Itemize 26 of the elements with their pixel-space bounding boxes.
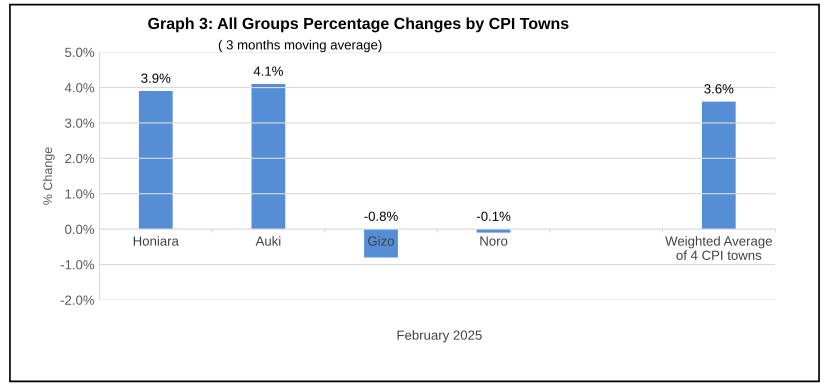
data-label: -0.1% [476,212,510,221]
x-tick-label: Weighted Average of 4 CPI towns [665,236,772,260]
x-tick-label: Noro [480,236,508,246]
chart-subtitle: ( 3 months moving average) [218,40,382,52]
x-tick-label: Gizo [368,236,394,246]
data-label: 3.9% [141,74,170,83]
x-axis-title: February 2025 [398,330,482,342]
y-axis-title: % Change [42,147,55,205]
chart-title: Graph 3: All Groups Percentage Changes by CPI Towns [148,17,568,32]
data-label: -0.8% [364,212,398,221]
bar [364,229,398,258]
y-tick-label: -1.0% [60,260,94,270]
y-tick-label: 0.0% [65,224,94,234]
data-label: 3.6% [704,84,734,94]
bar [252,84,286,230]
bar [138,91,173,230]
y-tick-label: 3.0% [65,118,94,128]
x-tick-label: Honiara [134,236,179,246]
data-label: 4.1% [254,66,283,76]
bar [702,102,736,230]
y-tick-label: 5.0% [65,48,94,58]
y-tick-label: 1.0% [66,189,94,199]
y-tick-label: -2.0% [60,295,94,305]
y-tick-label: 4.0% [64,83,94,92]
y-tick-label: 2.0% [65,154,94,164]
x-tick-label: Auki [256,236,280,246]
